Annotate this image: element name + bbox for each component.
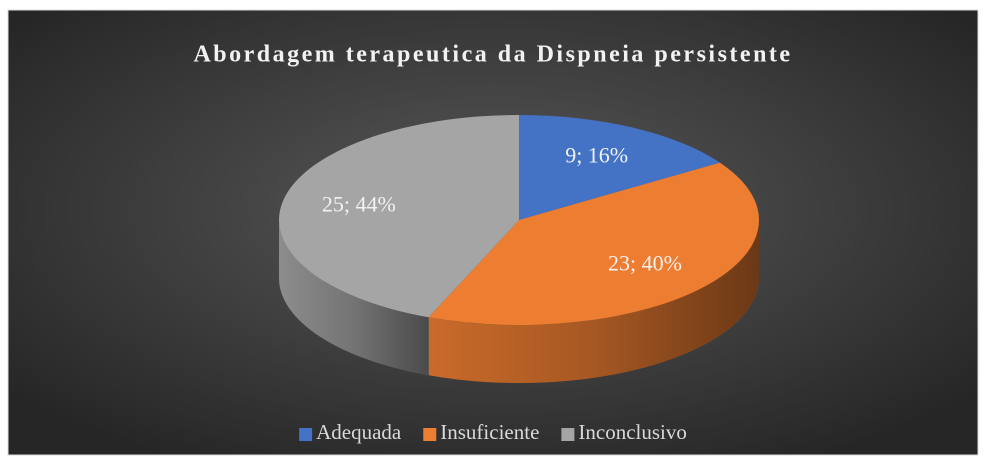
pie-slice [428,162,759,325]
data-label: 23; 40% [608,250,682,275]
legend-swatch [423,428,437,441]
chart-title: Abordagem terapeutica da Dispneia persis… [193,42,792,68]
legend-swatch [561,428,575,441]
pie-side-shade [428,220,759,383]
pie-side-shade [279,220,429,376]
legend-label: Adequada [316,420,402,444]
data-label: 9; 16% [565,142,628,167]
data-label: 25; 44% [322,191,396,216]
legend-swatch [299,428,313,441]
legend-label: Inconclusivo [578,420,686,444]
pie-slice [519,115,720,220]
legend-label: Insuficiente [440,420,539,444]
pie-slice [278,115,519,318]
